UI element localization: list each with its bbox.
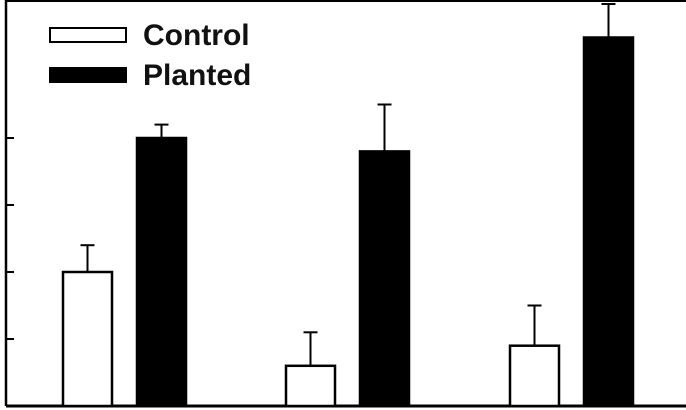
error-bar-planted-2 [601,3,616,38]
error-bars-layer [80,3,616,366]
error-bar-control-0 [80,244,95,272]
error-bar-control-2 [527,304,542,346]
error-bar-control-1 [303,331,318,366]
bar-control-1 [284,364,337,408]
bars-layer [61,36,635,408]
legend-swatch-planted [49,67,127,83]
legend-label-control: Control [143,19,250,52]
legend-label-planted: Planted [143,59,251,92]
bar-control-0 [61,270,114,408]
bar-planted-1 [358,150,411,408]
error-bar-planted-1 [377,103,392,152]
legend: Control Planted [49,19,251,92]
error-bar-planted-0 [154,123,169,138]
legend-swatch-control [49,27,127,43]
y-axis-ticks [6,137,14,340]
bar-control-2 [508,344,561,408]
bar-planted-0 [135,136,188,408]
bar-planted-2 [582,36,635,408]
